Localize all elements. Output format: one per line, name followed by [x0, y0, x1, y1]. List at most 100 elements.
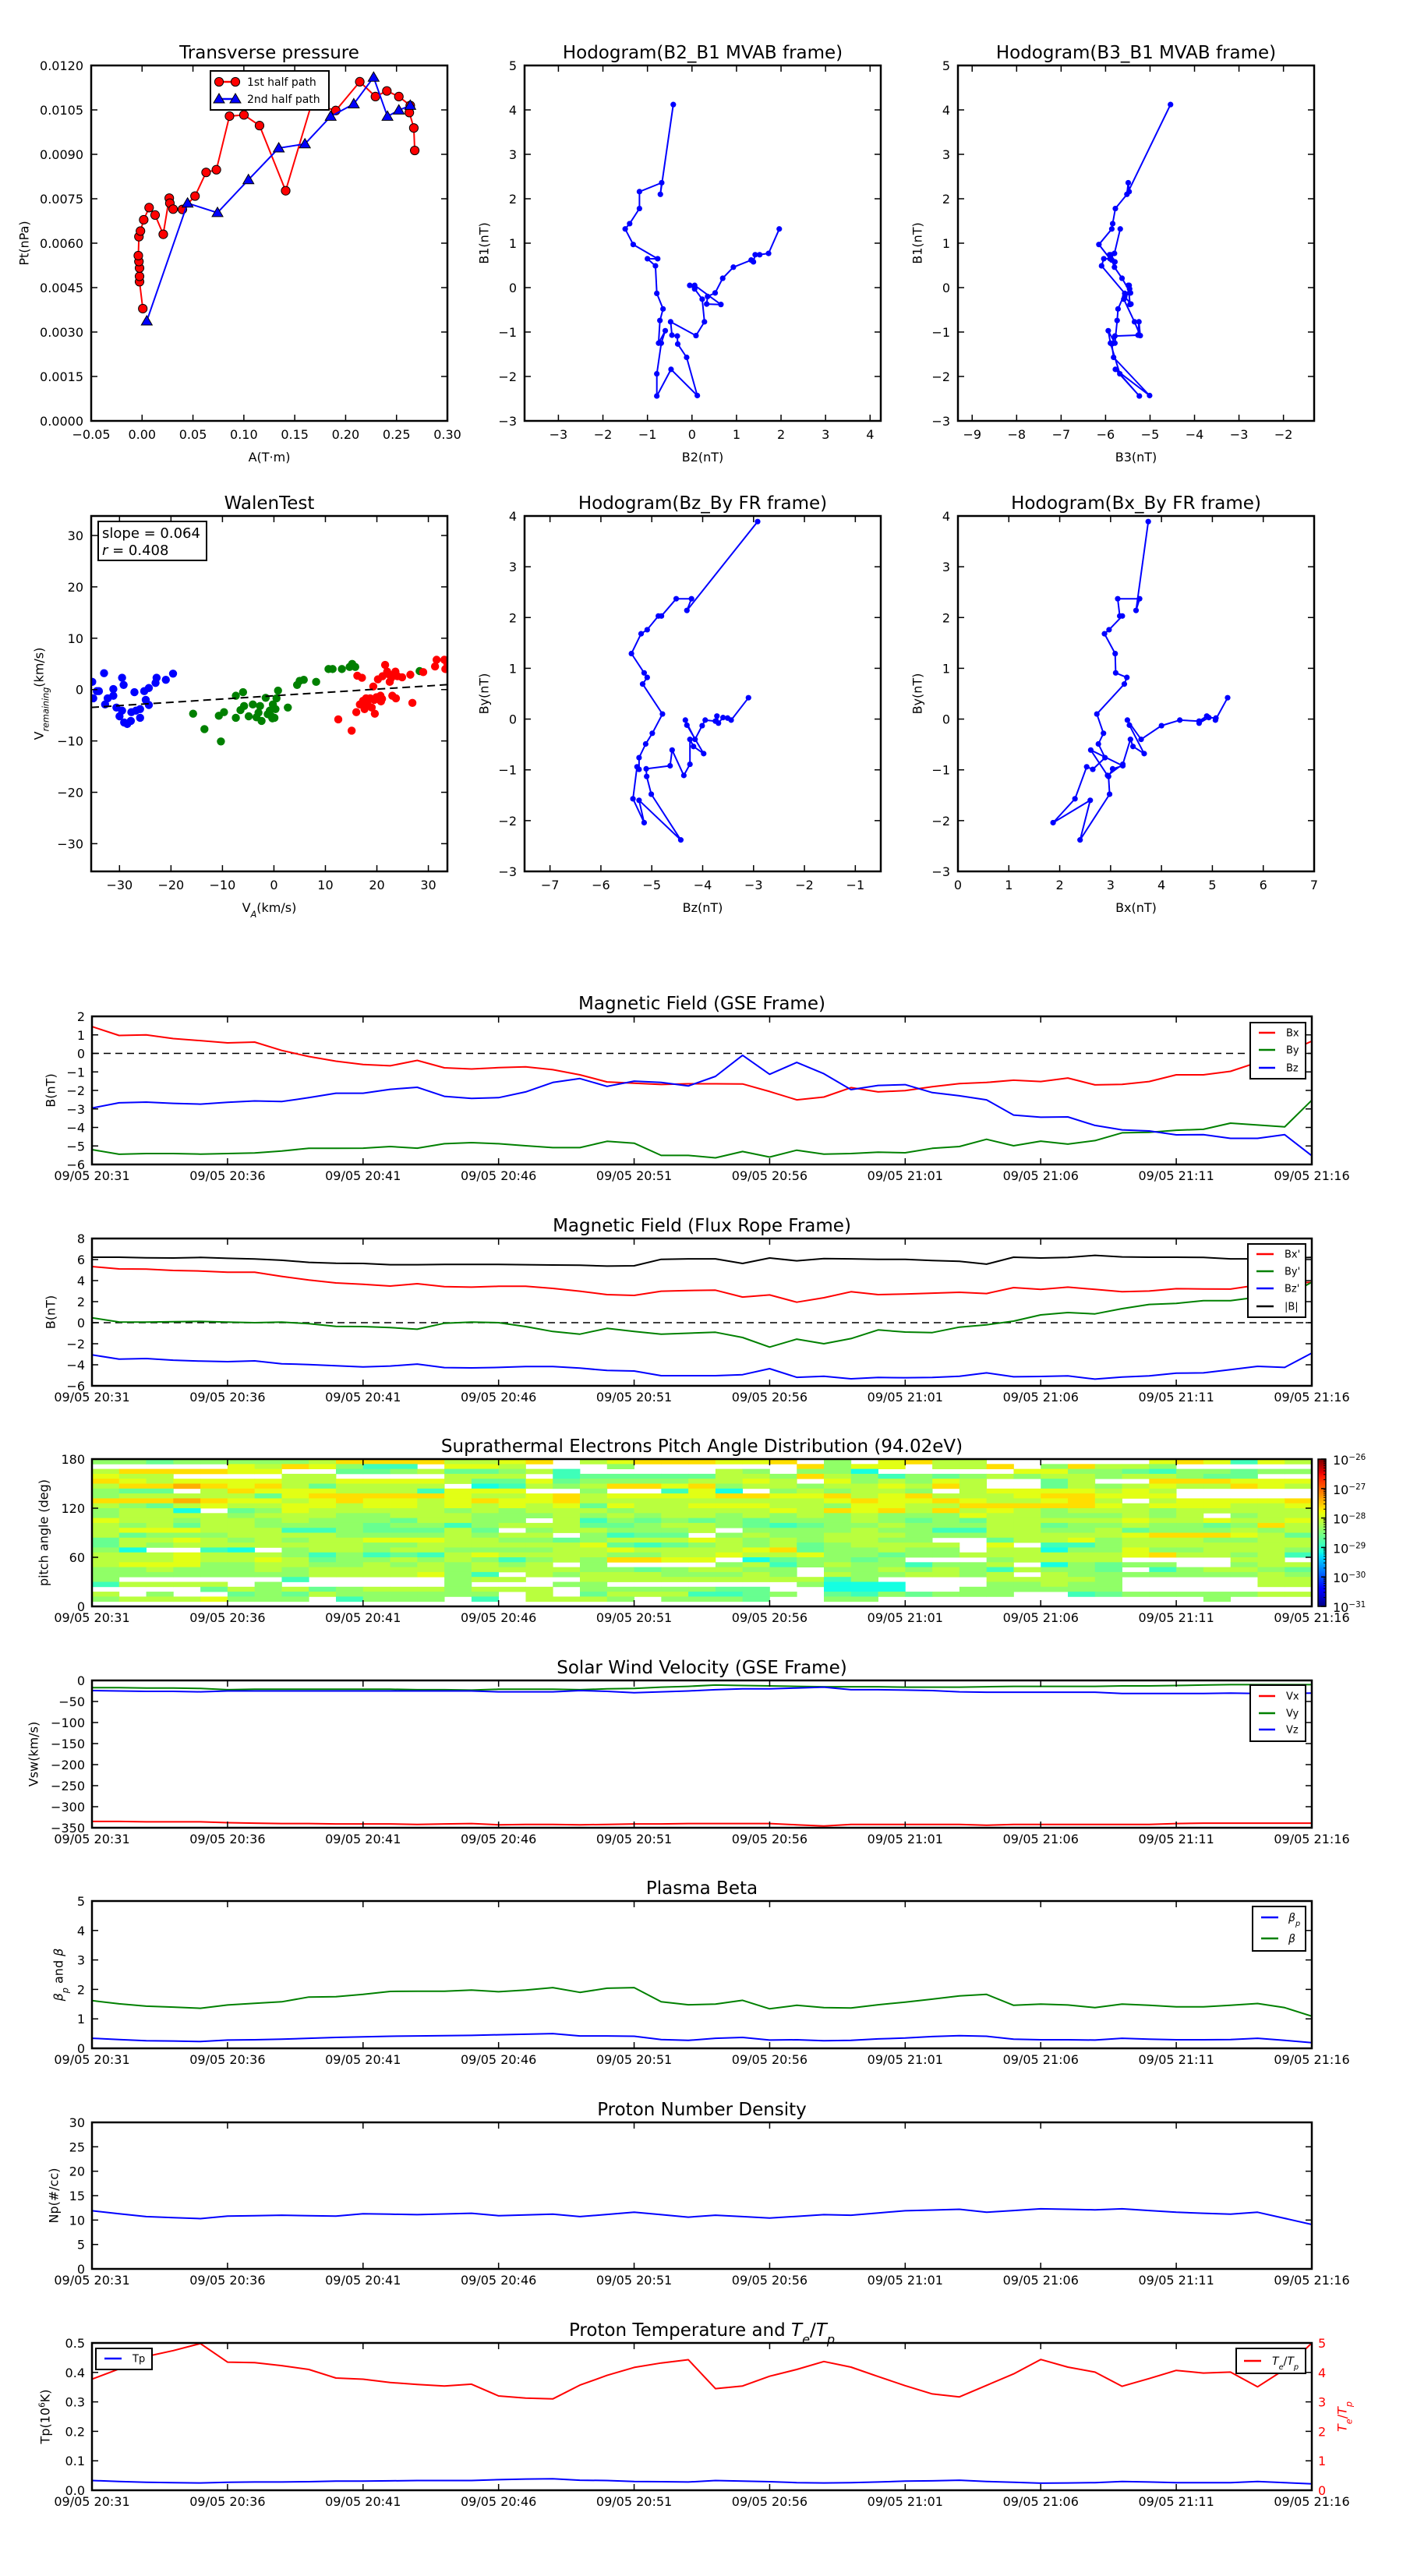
x-tick-label: 09/05 20:51 [596, 2494, 672, 2509]
y-tick-label: −2 [498, 814, 517, 829]
heatmap-cell [580, 1571, 608, 1578]
y-tick-label: 0 [77, 1316, 85, 1330]
heatmap-cell [92, 1547, 120, 1553]
x-tick-label: 09/05 21:11 [1138, 1610, 1214, 1625]
heatmap-cell [824, 1567, 852, 1573]
data-point [688, 595, 694, 602]
colorbar-segment [1318, 1488, 1326, 1490]
scatter-point [136, 713, 144, 723]
data-point [1104, 772, 1111, 779]
heatmap-cell [146, 1542, 174, 1548]
scatter-point [91, 694, 97, 703]
data-point [1111, 264, 1118, 270]
heatmap-cell [634, 1522, 662, 1528]
data-point [1108, 226, 1115, 232]
heatmap-cell [1068, 1562, 1096, 1567]
heatmap-cell [661, 1577, 689, 1582]
heatmap-cell [146, 1483, 174, 1489]
heatmap-cell [254, 1528, 282, 1533]
y-tick-label: 20 [69, 2164, 85, 2179]
heatmap-cell [634, 1542, 662, 1548]
legend-item-series: β [1261, 1933, 1295, 1945]
heatmap-cell [1230, 1537, 1258, 1543]
scatter-point [239, 687, 248, 697]
heatmap-cell [200, 1596, 228, 1602]
x-axis-label: Bz(nT) [683, 900, 723, 915]
y-axis-label: B1(nT) [910, 222, 925, 264]
heatmap-cell [525, 1522, 553, 1528]
heatmap-cell [444, 1479, 472, 1484]
heatmap-cell [471, 1528, 500, 1533]
scatter-point [384, 670, 393, 679]
x-tick-label: 09/05 21:01 [868, 1390, 943, 1405]
y-tick-label: −10 [57, 734, 83, 749]
heatmap-cell [92, 1581, 120, 1588]
heatmap-cell [1230, 1498, 1258, 1504]
heatmap-cell [606, 1479, 634, 1484]
heatmap-cell [1257, 1581, 1285, 1588]
heatmap-cell [200, 1537, 228, 1543]
heatmap-cell [1149, 1537, 1177, 1543]
heatmap-cell [444, 1508, 472, 1514]
heatmap-cell [580, 1532, 608, 1539]
heatmap-cell [932, 1483, 960, 1489]
x-axis-label: B3(nT) [1115, 450, 1157, 465]
y-tick-label: 0.2 [65, 2424, 85, 2439]
heatmap-cell [1203, 1508, 1232, 1514]
heatmap-cell [200, 1567, 228, 1573]
heatmap-cell [1013, 1528, 1041, 1533]
heatmap-cell [932, 1508, 960, 1514]
heatmap-cell [1122, 1513, 1150, 1518]
colorbar-segment [1318, 1557, 1326, 1560]
heatmap-cell [986, 1581, 1014, 1588]
plot-area [92, 1026, 1312, 1159]
heatmap-cell [200, 1468, 228, 1475]
heatmap-cell [553, 1498, 581, 1504]
data-point [687, 761, 693, 768]
heatmap-cell [92, 1498, 120, 1504]
data-point [630, 796, 636, 802]
colorbar-segment [1318, 1597, 1326, 1600]
heatmap-cell [769, 1479, 797, 1484]
heatmap-cell [362, 1571, 391, 1578]
heatmap-cell [959, 1498, 988, 1504]
data-point [1126, 286, 1133, 292]
heatmap-cell [606, 1542, 634, 1548]
colorbar-segment [1318, 1504, 1326, 1507]
scatter-point [109, 684, 118, 694]
heatmap-cell [525, 1483, 553, 1489]
heatmap-cell [688, 1567, 716, 1573]
data-point [1121, 296, 1127, 302]
heatmap-cell [525, 1503, 553, 1509]
heatmap-cell [281, 1503, 309, 1509]
heatmap-cell [525, 1567, 553, 1573]
x-tick-label: 09/05 20:41 [325, 2052, 401, 2067]
heatmap-cell [1041, 1542, 1069, 1548]
heatmap-cell [959, 1459, 988, 1465]
heatmap-cell [1230, 1562, 1258, 1567]
legend-box [1252, 1906, 1306, 1952]
heatmap-cell [1041, 1503, 1069, 1509]
heatmap-cell [878, 1483, 906, 1489]
heatmap-cell [525, 1547, 553, 1553]
heatmap-cell [1176, 1518, 1204, 1524]
y-tick-label: −4 [66, 1358, 85, 1373]
heatmap-cell [498, 1493, 526, 1499]
heatmap-cell [471, 1537, 500, 1543]
colorbar-segment [1318, 1492, 1326, 1494]
heatmap-cell [1094, 1493, 1122, 1499]
y-tick-label: −2 [931, 369, 950, 384]
heatmap-cell [1068, 1567, 1096, 1573]
heatmap-cell [553, 1479, 581, 1484]
data-point [370, 91, 380, 102]
heatmap-cell [553, 1596, 581, 1602]
y-tick-label: −2 [931, 814, 950, 829]
heatmap-cell [688, 1513, 716, 1518]
heatmap-cell [1149, 1567, 1177, 1573]
heatmap-cell [309, 1508, 337, 1514]
heatmap-cell [1149, 1479, 1177, 1484]
heatmap-cell [498, 1459, 526, 1465]
y-tick-label: 4 [509, 103, 517, 118]
heatmap-cell [118, 1557, 147, 1563]
heatmap-cell [1149, 1571, 1177, 1578]
